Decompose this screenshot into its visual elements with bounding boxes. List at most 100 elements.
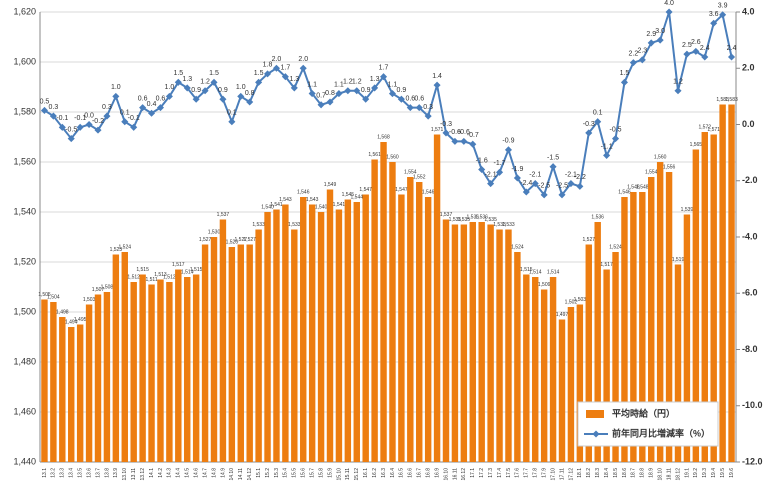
bar — [612, 252, 619, 462]
line-marker — [183, 84, 191, 92]
line-marker — [719, 11, 727, 19]
line-value-label: 0.9 — [397, 87, 407, 94]
line-marker — [103, 112, 111, 120]
bar-value-label: 1,536 — [475, 214, 488, 220]
line-value-label: 0.6 — [414, 95, 424, 102]
line-marker — [156, 104, 164, 112]
bar — [487, 224, 494, 462]
line-value-label: 1.2 — [352, 79, 362, 86]
x-tick-label: 18.7 — [631, 468, 637, 478]
x-tick-label: 15.3 — [274, 468, 280, 478]
line-marker — [469, 140, 477, 148]
bar-value-label: 1,540 — [261, 204, 274, 210]
bar-value-label: 1,535 — [449, 217, 462, 223]
x-tick-label: 18.10 — [657, 468, 663, 481]
line-marker — [272, 64, 280, 72]
bar-value-label: 1,517 — [172, 262, 185, 268]
x-tick-label: 17.2 — [479, 468, 485, 478]
bar-value-label: 1,560 — [386, 154, 399, 160]
line-value-label: 2.0 — [298, 56, 308, 63]
x-tick-label: 18.11 — [666, 468, 672, 480]
line-marker — [228, 118, 236, 126]
line-marker — [496, 168, 504, 176]
line-value-label: -1.1 — [601, 143, 613, 150]
bar-value-label: 1,568 — [377, 134, 390, 140]
bar-value-label: 1,503 — [574, 297, 587, 303]
bar — [59, 317, 66, 462]
bar-value-label: 1,513 — [154, 272, 167, 278]
x-tick-label: 19.6 — [729, 468, 735, 478]
legend-swatch — [586, 410, 604, 418]
bar — [103, 292, 111, 462]
line-value-label: 0.3 — [423, 104, 433, 111]
line-value-label: 1.7 — [379, 65, 389, 72]
bar-value-label: 1,547 — [395, 187, 408, 193]
line-value-label: 0.0 — [84, 112, 94, 119]
bar-value-label: 1,533 — [288, 222, 301, 228]
x-tick-label: 16.2 — [372, 468, 378, 478]
line-marker — [620, 78, 628, 86]
line-marker — [130, 123, 138, 131]
bar — [648, 177, 655, 462]
line-value-label: 2.3 — [637, 48, 647, 55]
x-tick-label: 17.6 — [515, 468, 521, 478]
x-tick-label: 14.7 — [202, 468, 208, 478]
bar — [50, 302, 57, 462]
bar — [246, 244, 253, 462]
bar-value-label: 1,494 — [65, 319, 78, 325]
line-value-label: -1.5 — [547, 155, 559, 162]
bar-value-label: 1,543 — [279, 197, 292, 203]
bar-value-label: 1,530 — [208, 229, 221, 235]
x-tick-label: 18.2 — [586, 468, 592, 478]
line-marker — [335, 90, 343, 98]
y2-tick-label: 2.0 — [742, 63, 755, 73]
line-marker — [290, 84, 298, 92]
bar — [532, 277, 539, 462]
bar-value-label: 1,514 — [547, 269, 560, 275]
x-tick-label: 16.12 — [461, 468, 467, 481]
line-marker — [362, 95, 370, 103]
bar — [398, 194, 405, 462]
bar — [255, 229, 262, 462]
y-tick-label: 1,620 — [13, 6, 36, 16]
x-tick-label: 17.9 — [541, 468, 547, 478]
line-marker — [665, 8, 673, 16]
line-marker — [531, 180, 539, 188]
bar-value-label: 1,504 — [47, 294, 60, 300]
x-tick-label: 13.12 — [140, 468, 146, 481]
bar — [603, 269, 610, 462]
bar-value-label: 1,514 — [529, 269, 542, 275]
bar — [701, 132, 708, 462]
line-value-label: 1.5 — [209, 70, 219, 77]
bar — [630, 192, 637, 462]
bar — [201, 244, 209, 462]
line-marker — [540, 191, 548, 199]
bar — [68, 327, 75, 462]
bar-value-label: 1,549 — [324, 182, 337, 188]
y2-tick-label: -6.0 — [742, 288, 758, 298]
bar-value-label: 1,540 — [315, 204, 328, 210]
line-marker — [148, 109, 156, 117]
x-tick-label: 13.1 — [42, 468, 48, 478]
x-tick-label: 13.8 — [104, 468, 110, 478]
line-value-label: 1.1 — [334, 81, 344, 88]
bar-value-label: 1,546 — [297, 189, 310, 195]
x-tick-label: 15.5 — [292, 468, 298, 478]
line-value-label: -0.1 — [128, 115, 140, 122]
line-value-label: -0.7 — [467, 132, 479, 139]
line-value-label: 0.9 — [218, 87, 228, 94]
line-marker — [210, 78, 218, 86]
bar-value-label: 1,511 — [145, 277, 157, 283]
line-value-label: 2.6 — [691, 39, 701, 46]
y2-tick-label: 0.0 — [742, 119, 755, 129]
bar — [576, 304, 584, 462]
line-marker — [165, 92, 173, 100]
bar — [514, 252, 521, 462]
line-marker — [603, 151, 611, 159]
bar — [300, 197, 307, 462]
line-marker — [192, 95, 200, 103]
line-value-label: -0.5 — [610, 126, 622, 133]
line-value-label: 1.2 — [343, 79, 353, 86]
line-value-label: 0.6 — [405, 95, 415, 102]
x-tick-label: 19.3 — [702, 468, 708, 478]
